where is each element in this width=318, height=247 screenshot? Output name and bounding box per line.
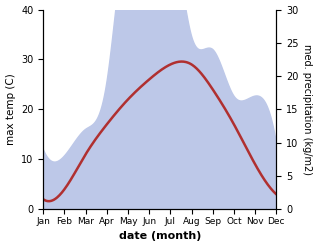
Y-axis label: med. precipitation (kg/m2): med. precipitation (kg/m2)	[302, 44, 313, 175]
X-axis label: date (month): date (month)	[119, 231, 201, 242]
Y-axis label: max temp (C): max temp (C)	[5, 74, 16, 145]
